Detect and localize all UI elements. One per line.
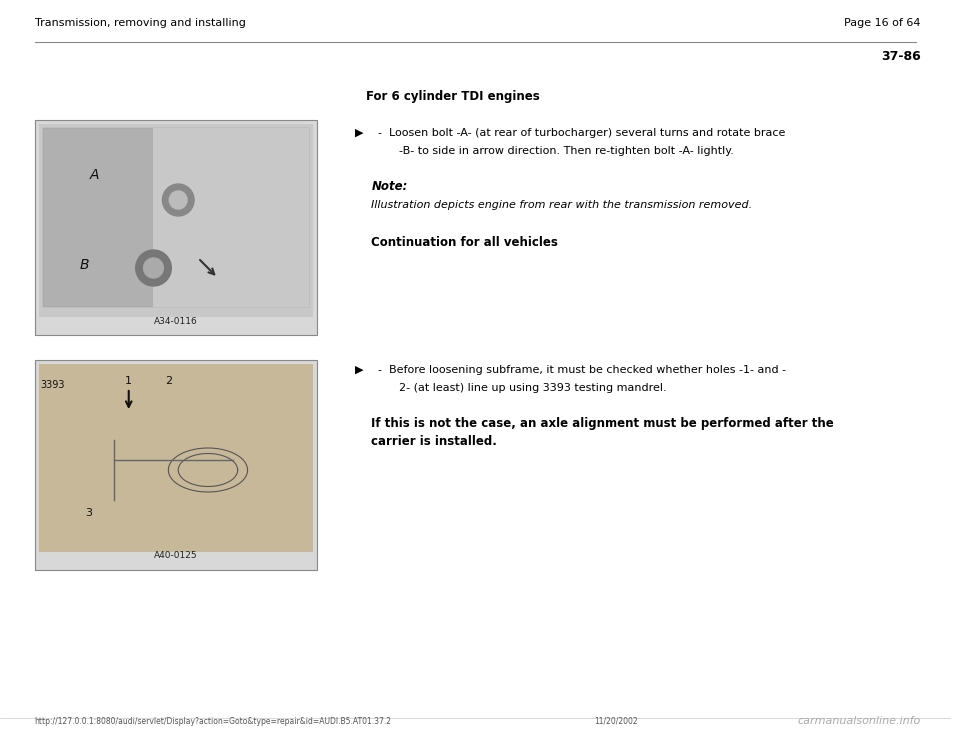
Text: 2: 2 (165, 376, 172, 386)
Text: ▶: ▶ (354, 365, 363, 375)
Bar (38, 364, 313, 552)
Bar (35, 120, 317, 335)
Text: 11/20/2002: 11/20/2002 (594, 717, 637, 726)
Text: ▶: ▶ (354, 128, 363, 138)
Text: 1: 1 (125, 376, 132, 386)
Text: For 6 cylinder TDI engines: For 6 cylinder TDI engines (367, 90, 540, 103)
Text: carmanualsonline.info: carmanualsonline.info (798, 716, 921, 726)
Text: 37-86: 37-86 (881, 50, 921, 63)
Text: Page 16 of 64: Page 16 of 64 (845, 18, 921, 28)
Text: Illustration depicts engine from rear with the transmission removed.: Illustration depicts engine from rear wi… (372, 200, 753, 210)
Text: -B- to side in arrow direction. Then re-tighten bolt -A- lightly.: -B- to side in arrow direction. Then re-… (372, 146, 734, 156)
Circle shape (162, 184, 194, 216)
Text: Continuation for all vehicles: Continuation for all vehicles (372, 236, 558, 249)
Text: 3393: 3393 (40, 380, 65, 390)
Bar (42, 128, 309, 307)
Text: -  Loosen bolt -A- (at rear of turbocharger) several turns and rotate brace: - Loosen bolt -A- (at rear of turbocharg… (372, 128, 785, 138)
Text: Note:: Note: (372, 180, 408, 193)
Bar (38, 124, 313, 317)
Text: -  Before loosening subframe, it must be checked whether holes -1- and -: - Before loosening subframe, it must be … (372, 365, 786, 375)
Circle shape (135, 250, 171, 286)
Circle shape (169, 191, 187, 209)
Text: A40-0125: A40-0125 (154, 551, 198, 560)
Text: 2- (at least) line up using 3393 testing mandrel.: 2- (at least) line up using 3393 testing… (372, 383, 667, 393)
Bar (154, 128, 309, 307)
Text: If this is not the case, an axle alignment must be performed after the: If this is not the case, an axle alignme… (372, 417, 834, 430)
Bar (35, 360, 317, 570)
Text: A34-0116: A34-0116 (154, 317, 198, 326)
Text: http://127.0.0.1:8080/audi/servlet/Display?action=Goto&type=repair&id=AUDI.B5.AT: http://127.0.0.1:8080/audi/servlet/Displ… (35, 717, 392, 726)
Circle shape (144, 258, 163, 278)
Text: B: B (80, 258, 89, 272)
Text: Transmission, removing and installing: Transmission, removing and installing (35, 18, 246, 28)
Text: carrier is installed.: carrier is installed. (372, 435, 497, 448)
Text: A: A (89, 168, 99, 182)
Text: 3: 3 (85, 508, 92, 518)
